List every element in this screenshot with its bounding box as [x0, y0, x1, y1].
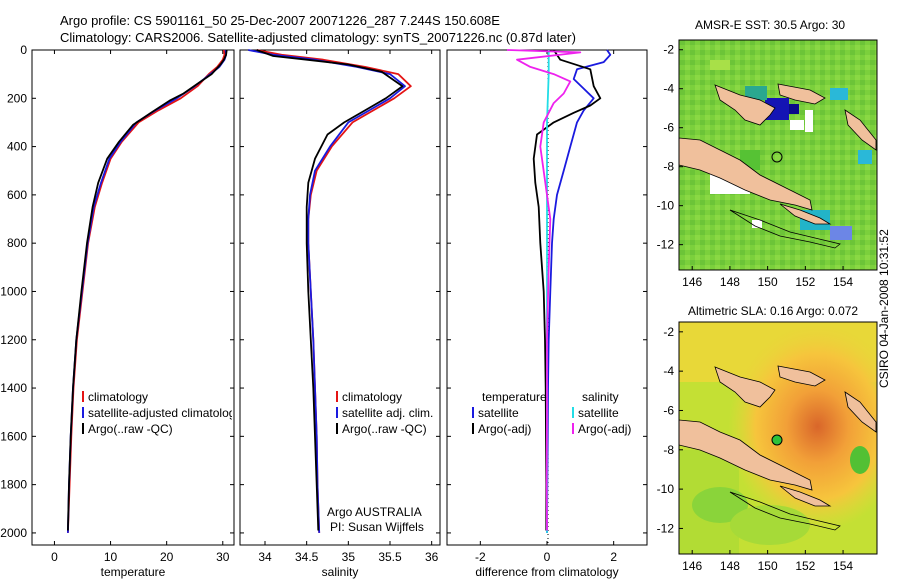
sst-map-y-tick-label: -2	[663, 43, 674, 57]
depth-y-tick-label: 800	[7, 236, 27, 250]
figure-title-line-1: Argo profile: CS 5901161_50 25-Dec-2007 …	[60, 13, 500, 28]
sla-map-frame	[678, 321, 878, 555]
difference-x-tick-label: 0	[544, 550, 551, 564]
legend-entry-sal-argo: Argo(-adj)	[572, 421, 631, 437]
depth-y-tick-label: 1200	[0, 333, 27, 347]
legend-entry-sal-satellite: satellite	[572, 405, 631, 421]
salinity-series-argo-raw-qc-	[256, 49, 404, 531]
sst-map-frame	[678, 39, 878, 271]
sla-map-x-tick-label: 154	[833, 559, 853, 573]
salinity-x-tick-label: 34.5	[295, 550, 319, 564]
sla-map-x-tick-label: 152	[795, 559, 815, 573]
temperature-x-tick-label: 30	[216, 550, 230, 564]
depth-y-tick-label: 0	[20, 43, 27, 57]
sla-map	[679, 322, 877, 554]
depth-y-tick-label: 1800	[0, 478, 27, 492]
salinity-series-satellite-adj-clim-	[248, 49, 406, 533]
legend-label: Argo(..raw -QC)	[342, 422, 427, 436]
difference-temperature-legend: temperature satellite Argo(-adj)	[472, 389, 547, 437]
difference-x-axis-label: difference from climatology	[475, 565, 618, 579]
sst-map-y-tick-label: -6	[663, 121, 674, 135]
legend-label: climatology	[88, 390, 149, 404]
legend-entry-argo: Argo(..raw -QC)	[82, 421, 232, 437]
legend-title: salinity	[582, 390, 619, 404]
temperature-series-satellite-adjusted-climatology	[67, 49, 228, 533]
temperature-x-axis-label: temperature	[101, 565, 166, 579]
sst-float-marker	[771, 151, 783, 163]
legend-label: Argo(-adj)	[478, 422, 532, 436]
difference-series-temperature-argo-adj-	[532, 49, 602, 531]
temperature-legend: climatology satellite-adjusted climatolo…	[82, 389, 232, 437]
legend-entry-temp-satellite: satellite	[472, 405, 547, 421]
salinity-x-tick-label: 34	[258, 550, 272, 564]
sst-map-x-tick-label: 150	[758, 275, 778, 289]
sla-map-y-tick-label: -8	[663, 443, 674, 457]
sla-map-y-tick-label: -12	[657, 521, 675, 535]
sla-map-x-tick-label: 146	[682, 559, 702, 573]
principal-investigator-label: PI: Susan Wijffels	[330, 520, 424, 534]
legend-title: temperature	[482, 390, 547, 404]
temperature-x-tick-label: 0	[51, 550, 58, 564]
difference-x-tick-label: 2	[610, 550, 617, 564]
legend-entry-climatology: climatology	[336, 389, 433, 405]
sst-map-y-tick-label: -12	[657, 238, 675, 252]
salinity-x-tick-label: 35.5	[378, 550, 402, 564]
timestamp-credit: CSIRO 04-Jan-2008 10:31:52	[877, 229, 891, 388]
sla-map-x-tick-label: 150	[758, 559, 778, 573]
figure-title-line-2: Climatology: CARS2006. Satellite-adjuste…	[60, 30, 576, 45]
salinity-x-tick-label: 36	[425, 550, 439, 564]
depth-y-tick-label: 1400	[0, 381, 27, 395]
difference-series-salinity-argo-adj-	[506, 49, 582, 531]
temperature-x-tick-label: 20	[160, 550, 174, 564]
temperature-x-tick-label: 10	[104, 550, 118, 564]
sst-map-y-tick-label: -4	[663, 82, 674, 96]
sst-map-x-tick-label: 148	[720, 275, 740, 289]
legend-label: satellite-adjusted climatology	[88, 406, 232, 420]
sst-map-y-tick-label: -10	[657, 199, 675, 213]
depth-y-tick-label: 200	[7, 91, 27, 105]
salinity-x-tick-label: 35	[342, 550, 356, 564]
legend-label: satellite	[578, 406, 619, 420]
temperature-plot-frame	[31, 49, 235, 546]
legend-entry-satellite-adjusted: satellite-adjusted climatology	[82, 405, 232, 421]
legend-entry-argo: Argo(..raw -QC)	[336, 421, 433, 437]
sst-map-y-tick-label: -8	[663, 160, 674, 174]
sla-float-marker	[771, 434, 783, 446]
depth-y-tick-label: 600	[7, 188, 27, 202]
legend-label: Argo(-adj)	[578, 422, 632, 436]
depth-y-tick-label: 400	[7, 140, 27, 154]
temperature-series-argo-raw-qc-	[67, 49, 228, 531]
argo-program-label: Argo AUSTRALIA	[327, 505, 422, 519]
sst-map-x-tick-label: 154	[833, 275, 853, 289]
legend-label: Argo(..raw -QC)	[88, 422, 173, 436]
legend-entry-satellite-adjusted: satellite adj. clim.	[336, 405, 433, 421]
legend-label: satellite adj. clim.	[342, 406, 434, 420]
difference-salinity-legend: salinity satellite Argo(-adj)	[572, 389, 631, 437]
legend-entry-temp-argo: Argo(-adj)	[472, 421, 547, 437]
salinity-legend: climatology satellite adj. clim. Argo(..…	[336, 389, 433, 437]
sst-map-title: AMSR-E SST: 30.5 Argo: 30	[695, 18, 846, 32]
sla-map-y-tick-label: -10	[657, 482, 675, 496]
difference-series-temperature-satellite	[546, 49, 612, 533]
depth-y-tick-label: 1000	[0, 284, 27, 298]
depth-y-tick-label: 1600	[0, 429, 27, 443]
sst-map	[679, 40, 877, 270]
legend-entry-climatology: climatology	[82, 389, 232, 405]
difference-x-tick-label: -2	[475, 550, 486, 564]
sla-map-y-tick-label: -6	[663, 403, 674, 417]
sla-map-x-tick-label: 148	[720, 559, 740, 573]
legend-label: climatology	[342, 390, 403, 404]
depth-y-tick-label: 2000	[0, 526, 27, 540]
sla-map-y-tick-label: -4	[663, 364, 674, 378]
temperature-series-climatology	[67, 49, 226, 533]
sla-map-title: Altimetric SLA: 0.16 Argo: 0.072	[688, 304, 859, 318]
salinity-plot-frame	[239, 49, 441, 546]
sst-map-x-tick-label: 146	[682, 275, 702, 289]
salinity-x-axis-label: salinity	[322, 565, 359, 579]
sst-map-x-tick-label: 152	[795, 275, 815, 289]
legend-label: satellite	[478, 406, 519, 420]
sla-map-y-tick-label: -2	[663, 325, 674, 339]
salinity-series-climatology	[256, 49, 412, 533]
